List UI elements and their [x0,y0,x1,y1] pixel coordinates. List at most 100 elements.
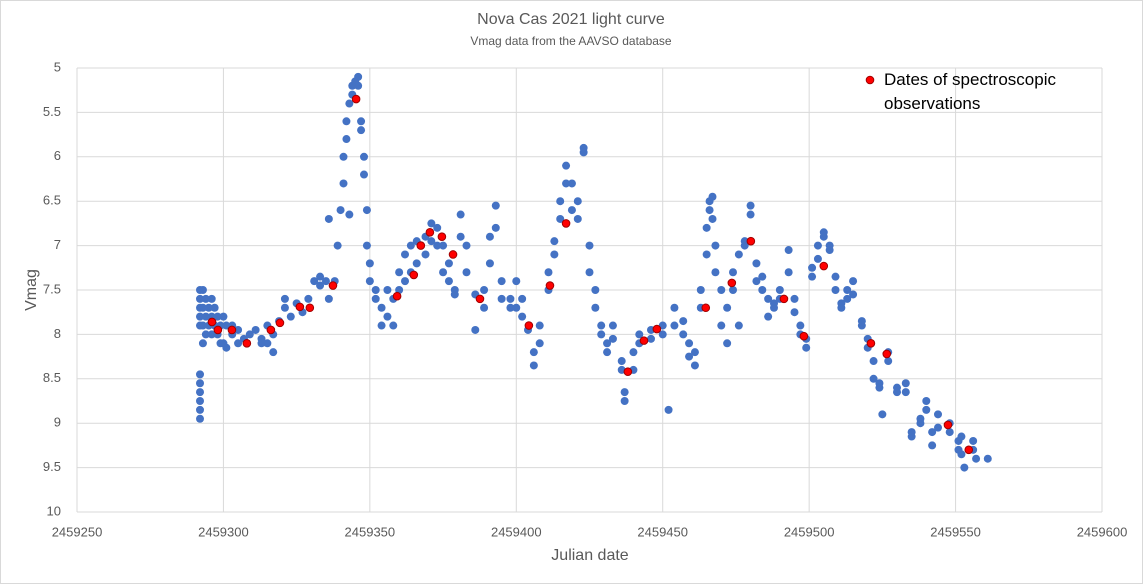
data-point [365,259,374,268]
data-point [544,268,553,277]
data-point [907,432,916,441]
data-point [901,388,910,397]
chart-title: Nova Cas 2021 light curve [477,11,665,28]
data-point [884,357,893,366]
data-point [222,343,231,352]
data-point [196,370,204,379]
data-point [957,432,966,441]
data-point [305,303,315,313]
data-point [354,81,363,90]
data-point [351,94,361,104]
data-point [333,241,342,250]
data-point [518,294,527,303]
data-point [831,286,840,294]
data-point [591,286,600,294]
data-point [983,454,992,463]
data-point [825,246,834,255]
data-point [808,263,817,272]
data-point [518,312,527,321]
data-point [201,330,210,339]
data-point [210,303,219,312]
data-point [401,250,409,259]
data-point [775,286,784,294]
x-tick-label: 2459350 [345,524,396,539]
data-point [685,352,694,361]
data-point [456,210,465,219]
data-point [485,259,494,268]
data-point [585,241,594,250]
data-point [345,210,354,219]
data-point [960,463,969,472]
data-point [324,294,333,303]
data-point [471,325,480,334]
data-point [729,286,737,294]
data-point [561,219,571,228]
y-tick-label: 9.5 [43,459,61,474]
data-point [717,321,726,330]
data-point [597,321,606,330]
data-point [377,303,386,312]
data-point [342,117,351,126]
data-point [740,237,749,246]
data-point [597,330,606,339]
data-point [357,126,366,135]
data-point [617,357,626,366]
data-point [562,179,571,188]
data-point [658,330,667,339]
data-point [524,321,534,330]
data-point [360,152,368,161]
data-point [585,268,594,277]
data-point [758,272,767,281]
data-point [324,214,333,223]
data-point [591,303,600,312]
data-point [608,321,617,330]
data-point [969,436,978,445]
data-point [198,339,207,348]
data-point [758,286,767,294]
data-point [219,312,228,321]
data-point [623,367,633,376]
data-point [406,241,415,250]
data-point [928,428,937,437]
data-point [383,312,392,321]
data-point [462,241,471,250]
data-point [819,261,829,271]
x-tick-label: 2459500 [784,524,835,539]
data-point [945,428,954,437]
data-point [371,294,380,303]
data-point [412,259,421,268]
data-point [690,361,699,370]
data-point [702,250,711,259]
data-point [304,294,313,303]
data-point [957,450,966,459]
data-point [448,250,458,259]
data-point [450,290,459,299]
data-point [427,219,436,228]
data-point [620,397,629,405]
data-point [866,338,876,348]
data-point [813,254,822,263]
data-point [480,286,489,294]
data-point [535,321,544,330]
data-point [535,339,544,348]
data-point [550,237,559,246]
data-point [603,339,612,348]
data-point [198,286,207,294]
data-point [336,206,345,215]
data-point [227,325,237,335]
data-point [779,294,789,304]
data-point [603,348,612,357]
data-point [275,318,285,328]
data-point [723,339,732,348]
data-point [196,379,204,388]
data-point [295,302,305,312]
data-point [869,374,878,383]
data-point [770,303,778,312]
data-point [497,294,506,303]
data-point [328,281,338,290]
x-axis-label: Julian date [551,547,628,564]
data-point [764,294,773,303]
data-point [620,388,629,397]
